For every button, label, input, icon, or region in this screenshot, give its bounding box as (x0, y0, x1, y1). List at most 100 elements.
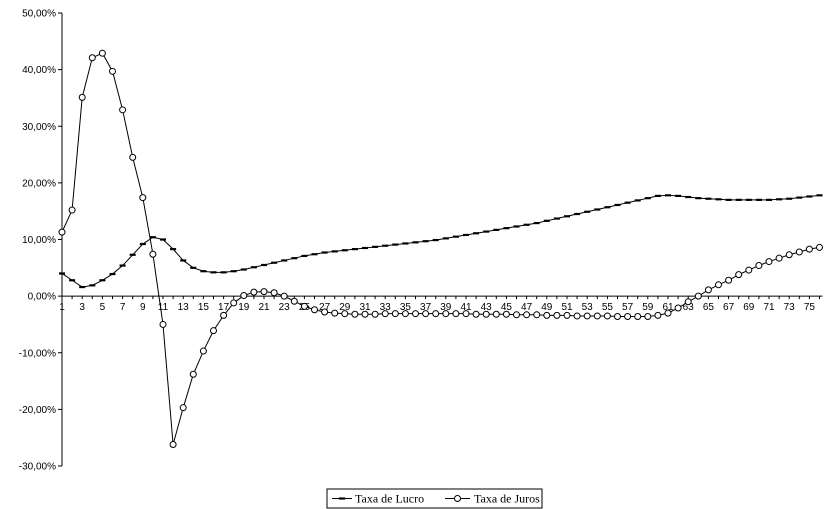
data-point-taxa-de-juros (109, 67, 116, 75)
x-tick-label: 65 (703, 302, 715, 313)
y-tick-label: -10,00% (19, 348, 56, 359)
data-point-taxa-de-juros (88, 54, 96, 62)
x-tick-label: 59 (642, 302, 654, 313)
data-point-taxa-de-juros (735, 271, 743, 279)
data-point-taxa-de-juros (593, 312, 601, 320)
x-tick-label: 11 (158, 302, 169, 313)
data-point-taxa-de-juros (230, 299, 238, 307)
data-point-taxa-de-juros (381, 310, 389, 318)
series-line-taxa-de-lucro (61, 194, 820, 288)
data-point-taxa-de-juros (583, 312, 591, 320)
data-point-taxa-de-juros (492, 310, 500, 318)
data-point-taxa-de-juros (603, 312, 611, 320)
x-tick-label: 5 (100, 302, 106, 313)
data-point-taxa-de-juros (179, 404, 187, 412)
x-tick-label: 29 (339, 302, 351, 313)
data-point-taxa-de-juros (715, 281, 722, 289)
data-point-taxa-de-juros (523, 311, 531, 319)
data-point-taxa-de-juros (371, 310, 379, 318)
data-point-taxa-de-juros (634, 313, 642, 321)
data-point-taxa-de-juros (260, 288, 268, 296)
y-tick-label: 0,00% (28, 292, 56, 303)
y-tick-label: 40,00% (22, 65, 56, 76)
y-tick-label: 50,00% (22, 9, 56, 20)
data-point-taxa-de-juros (563, 311, 571, 319)
data-point-taxa-de-juros (755, 262, 763, 270)
x-tick-label: 73 (784, 302, 796, 313)
x-tick-label: 69 (743, 302, 755, 313)
data-point-taxa-de-juros (725, 276, 733, 284)
data-point-taxa-de-juros (644, 313, 652, 321)
data-point-taxa-de-juros (159, 320, 167, 328)
data-point-taxa-de-juros (300, 302, 308, 310)
x-tick-label: 71 (763, 302, 775, 313)
data-point-taxa-de-juros (331, 309, 339, 317)
x-tick-label: 7 (120, 302, 126, 313)
data-point-taxa-de-juros (361, 310, 369, 318)
x-tick-label: 67 (723, 302, 735, 313)
data-point-taxa-de-juros (614, 313, 621, 321)
data-point-taxa-de-juros (674, 304, 682, 312)
x-tick-label: 37 (420, 302, 432, 313)
data-point-taxa-de-juros (351, 310, 359, 318)
data-point-taxa-de-juros (432, 310, 440, 318)
data-point-taxa-de-juros (704, 286, 712, 294)
series-line-taxa-de-juros (61, 52, 820, 445)
data-point-taxa-de-juros (462, 310, 470, 318)
data-point-taxa-de-juros (129, 153, 137, 161)
x-tick-label: 41 (460, 302, 472, 313)
legend-juros-label: Taxa de Juros (474, 492, 540, 506)
data-point-taxa-de-juros (684, 298, 692, 306)
data-point-taxa-de-juros (745, 266, 753, 274)
data-point-taxa-de-juros (573, 312, 581, 320)
data-point-taxa-de-juros (533, 311, 541, 319)
data-point-taxa-de-juros (290, 297, 298, 305)
data-point-taxa-de-juros (765, 258, 773, 266)
data-point-taxa-de-juros (816, 243, 823, 251)
data-point-taxa-de-juros (169, 440, 177, 448)
x-tick-label: 9 (140, 302, 146, 313)
data-point-taxa-de-juros (654, 311, 662, 319)
data-point-taxa-de-juros (775, 254, 783, 262)
x-tick-label: 27 (319, 302, 331, 313)
y-tick-label: -20,00% (19, 405, 56, 416)
data-point-taxa-de-juros (58, 228, 66, 236)
x-axis: 1357911131517192123252729313335373941434… (59, 295, 823, 313)
data-point-taxa-de-juros (694, 292, 702, 300)
series-area (58, 49, 823, 448)
x-tick-label: 51 (561, 302, 573, 313)
data-point-taxa-de-juros (250, 288, 258, 296)
data-point-taxa-de-juros (391, 310, 399, 318)
data-point-taxa-de-juros (624, 313, 632, 321)
data-point-taxa-de-juros (785, 251, 793, 259)
data-point-taxa-de-juros (341, 310, 349, 318)
data-point-taxa-de-juros (543, 311, 551, 319)
data-point-taxa-de-juros (220, 311, 228, 319)
x-tick-label: 63 (683, 302, 695, 313)
data-point-taxa-de-juros (119, 106, 127, 114)
y-tick-label: -30,00% (19, 462, 56, 473)
data-point-taxa-de-juros (472, 310, 480, 318)
x-tick-label: 21 (258, 302, 270, 313)
data-point-taxa-de-juros (452, 310, 460, 318)
y-tick-label: 30,00% (22, 122, 56, 133)
x-tick-label: 53 (582, 302, 594, 313)
x-tick-label: 75 (804, 302, 816, 313)
data-point-taxa-de-juros (98, 49, 106, 57)
data-point-taxa-de-juros (139, 194, 147, 202)
x-tick-label: 23 (279, 302, 291, 313)
data-point-taxa-de-juros (280, 292, 288, 300)
data-point-taxa-de-juros (270, 289, 278, 297)
data-point-taxa-de-juros (795, 248, 803, 256)
x-tick-label: 45 (501, 302, 513, 313)
data-point-taxa-de-juros (189, 370, 197, 378)
x-tick-label: 31 (359, 302, 371, 313)
legend-box (326, 488, 543, 509)
data-point-taxa-de-juros (401, 310, 409, 318)
data-point-taxa-de-juros (482, 310, 490, 318)
x-tick-label: 55 (602, 302, 614, 313)
x-tick-label: 17 (218, 302, 230, 313)
x-tick-label: 15 (198, 302, 210, 313)
data-point-taxa-de-juros (311, 306, 318, 314)
data-point-taxa-de-juros (78, 93, 86, 101)
